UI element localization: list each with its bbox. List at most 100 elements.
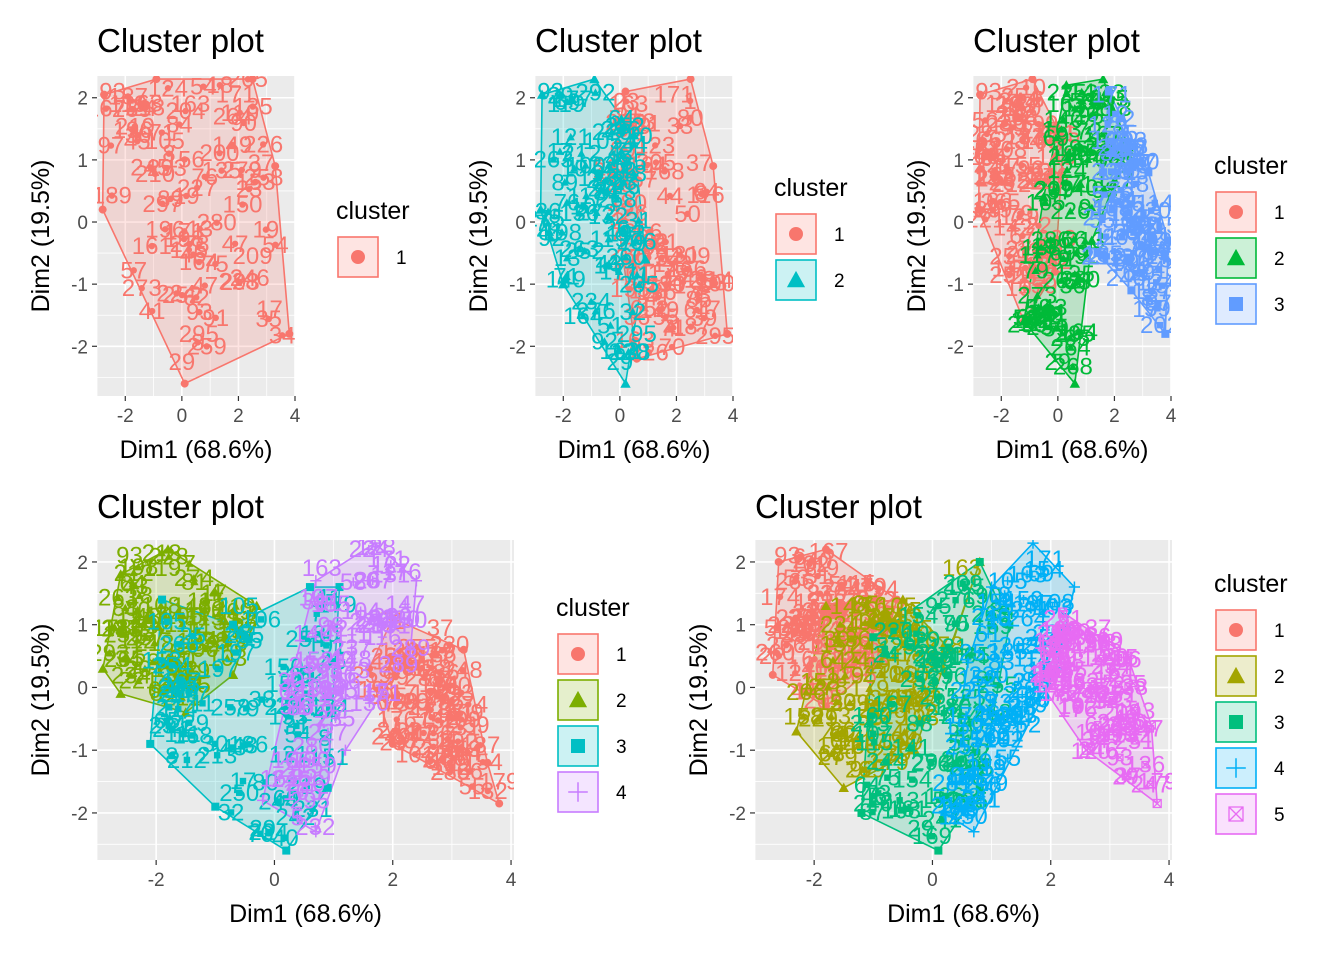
observation-marker — [163, 618, 170, 625]
observation-marker — [957, 756, 965, 763]
observation-marker — [1048, 168, 1055, 175]
observation-marker — [262, 779, 269, 786]
observation-marker — [392, 700, 400, 707]
observation-marker — [309, 655, 319, 665]
observation-marker — [222, 635, 231, 643]
y-tick-label: -1 — [947, 275, 964, 296]
observation-marker — [830, 668, 837, 676]
observation-marker — [1155, 299, 1162, 307]
hull-vertex-marker — [100, 90, 109, 99]
hull-vertex-marker — [1028, 76, 1037, 84]
observation-marker — [1027, 272, 1034, 280]
observation-marker — [168, 725, 176, 733]
x-tick-label: 4 — [1166, 406, 1177, 427]
observation-marker — [799, 712, 808, 720]
observation-marker — [1052, 153, 1060, 161]
observation-label: 37 — [1085, 615, 1112, 642]
observation-marker — [869, 730, 877, 738]
hull-vertex-marker — [821, 702, 830, 711]
hull-vertex-marker — [339, 744, 352, 756]
hull-vertex-marker — [1059, 137, 1068, 146]
observation-marker — [347, 654, 357, 664]
observation-marker — [832, 635, 841, 643]
observation-marker — [809, 557, 816, 564]
legend-marker-icon — [351, 250, 365, 264]
observation-marker — [368, 671, 375, 679]
observation-marker — [619, 178, 628, 186]
observation-label: 265 — [967, 144, 1007, 171]
observation-marker — [853, 580, 860, 587]
observation-marker — [438, 647, 446, 654]
observation-marker — [998, 711, 1008, 721]
observation-marker — [175, 641, 183, 648]
observation-marker — [1131, 142, 1139, 149]
observation-marker — [1031, 266, 1040, 275]
observation-marker — [1073, 327, 1083, 336]
observation-marker — [424, 703, 431, 711]
observation-marker — [1081, 236, 1090, 245]
observation-marker — [1066, 207, 1075, 215]
observation-marker — [614, 267, 624, 275]
observation-marker — [356, 606, 366, 616]
observation-marker — [920, 683, 929, 692]
observation-marker — [321, 684, 331, 694]
observation-marker — [917, 636, 924, 644]
observation-marker — [387, 653, 394, 660]
observation-marker — [1148, 287, 1156, 295]
observation-marker — [193, 184, 201, 192]
observation-marker — [694, 291, 701, 298]
observation-marker — [320, 693, 330, 703]
observation-marker — [348, 577, 358, 587]
observation-label: 246 — [1106, 265, 1146, 292]
observation-marker — [637, 120, 645, 127]
legend-title: cluster — [336, 197, 410, 225]
observation-marker — [1125, 168, 1132, 175]
observation-marker — [446, 641, 453, 648]
observation-marker — [194, 339, 201, 346]
observation-marker — [1083, 155, 1093, 163]
cluster-1-points: 1825915321976279841569114919616117120462… — [97, 76, 295, 388]
observation-label: 105 — [145, 128, 185, 155]
observation-marker — [1136, 221, 1143, 229]
observation-marker — [447, 698, 455, 706]
observation-marker — [596, 184, 606, 192]
observation-label: 246 — [668, 265, 708, 292]
hull-vertex-marker — [1034, 676, 1044, 686]
observation-marker — [418, 664, 426, 672]
observation-marker — [974, 648, 984, 658]
observation-marker — [810, 598, 818, 606]
observation-marker — [652, 142, 659, 149]
hull-vertex-marker — [115, 569, 126, 579]
hull-vertex-marker — [1104, 87, 1113, 96]
observation-marker — [262, 226, 270, 233]
observation-marker — [574, 208, 584, 217]
y-tick-label: 2 — [953, 89, 964, 110]
observation-marker — [240, 119, 247, 127]
observation-marker — [420, 729, 427, 737]
observation-marker — [1147, 232, 1155, 239]
observation-marker — [134, 676, 143, 685]
observation-marker — [213, 219, 220, 226]
observation-marker — [687, 323, 695, 330]
observation-marker — [259, 141, 267, 148]
observation-marker — [145, 615, 155, 624]
legend: cluster 1 2 — [774, 174, 848, 301]
observation-marker — [186, 240, 193, 248]
observation-marker — [562, 272, 571, 280]
observation-marker — [983, 629, 993, 639]
observation-marker — [444, 735, 451, 743]
observation-marker — [891, 652, 900, 661]
observation-marker — [364, 617, 374, 627]
observation-marker — [387, 611, 397, 621]
observation-marker — [970, 770, 980, 780]
observation-marker — [967, 764, 974, 772]
observation-label: 93 — [774, 543, 801, 570]
observation-marker — [285, 713, 292, 720]
observation-marker — [601, 175, 611, 184]
observation-marker — [272, 241, 279, 248]
observation-marker — [896, 797, 903, 804]
observation-marker — [645, 349, 653, 356]
observation-marker — [845, 698, 854, 707]
observation-marker — [865, 641, 874, 649]
hull-vertex-marker — [558, 278, 569, 289]
